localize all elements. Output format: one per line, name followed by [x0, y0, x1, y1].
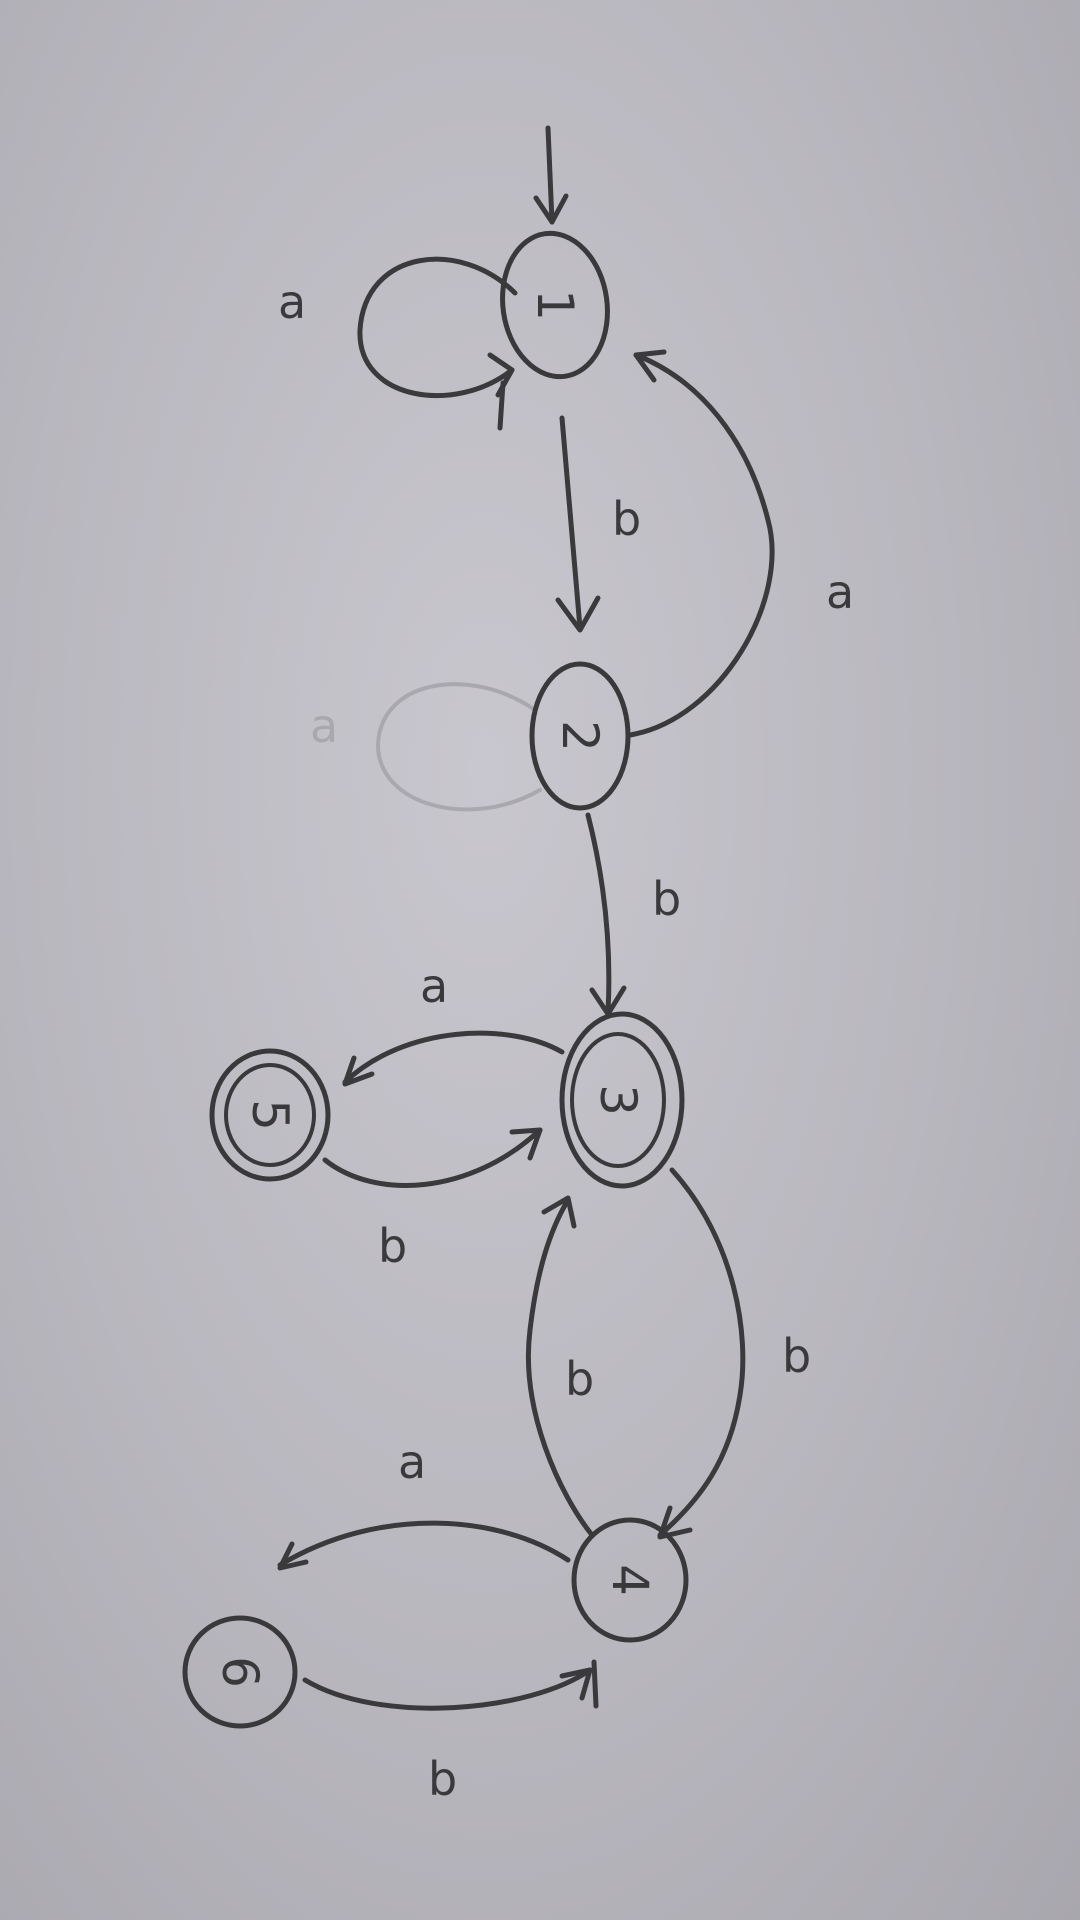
- edge-label-2-2: a: [310, 699, 338, 753]
- edge-label-4-3: b: [565, 1352, 594, 1406]
- edge-2-3: b: [585, 812, 681, 1017]
- edge-label-2-1: a: [826, 565, 854, 619]
- edge-4-3: b: [525, 1195, 595, 1538]
- edge-2-2-erased: a: [310, 682, 542, 812]
- edge-5-3: b: [322, 1127, 543, 1273]
- edge-3-5: a: [342, 959, 565, 1087]
- edge-label-3-4: b: [782, 1329, 811, 1383]
- state-4: 4: [571, 1517, 689, 1643]
- state-1: 1: [500, 230, 610, 380]
- edge-label-1-2: b: [612, 492, 641, 546]
- edge-label-5-3: b: [378, 1219, 407, 1273]
- edge-4-6: a: [277, 1435, 571, 1571]
- edge-2-1: a: [627, 349, 854, 738]
- state-5: 5: [209, 1048, 331, 1182]
- state-label-3: 3: [589, 1084, 647, 1116]
- state-2: 2: [529, 661, 631, 811]
- state-label-5: 5: [241, 1099, 299, 1131]
- edge-label-2-3: b: [652, 872, 681, 926]
- start-arrow: [533, 125, 569, 225]
- edge-label-3-5: a: [420, 959, 448, 1013]
- edge-3-4: b: [657, 1167, 811, 1540]
- state-label-6: 6: [211, 1656, 269, 1688]
- state-label-2: 2: [551, 720, 609, 752]
- state-label-4: 4: [601, 1564, 659, 1596]
- state-6: 6: [182, 1615, 298, 1729]
- edge-label-6-4: b: [428, 1752, 457, 1806]
- edge-1-1: a: [278, 256, 518, 431]
- edge-1-2: b: [555, 415, 641, 633]
- edge-label-1-1: a: [278, 275, 306, 329]
- edge-label-4-6: a: [398, 1435, 426, 1489]
- state-label-1: 1: [526, 289, 584, 321]
- state-3: 3: [559, 1011, 685, 1189]
- edge-6-4: b: [302, 1659, 599, 1806]
